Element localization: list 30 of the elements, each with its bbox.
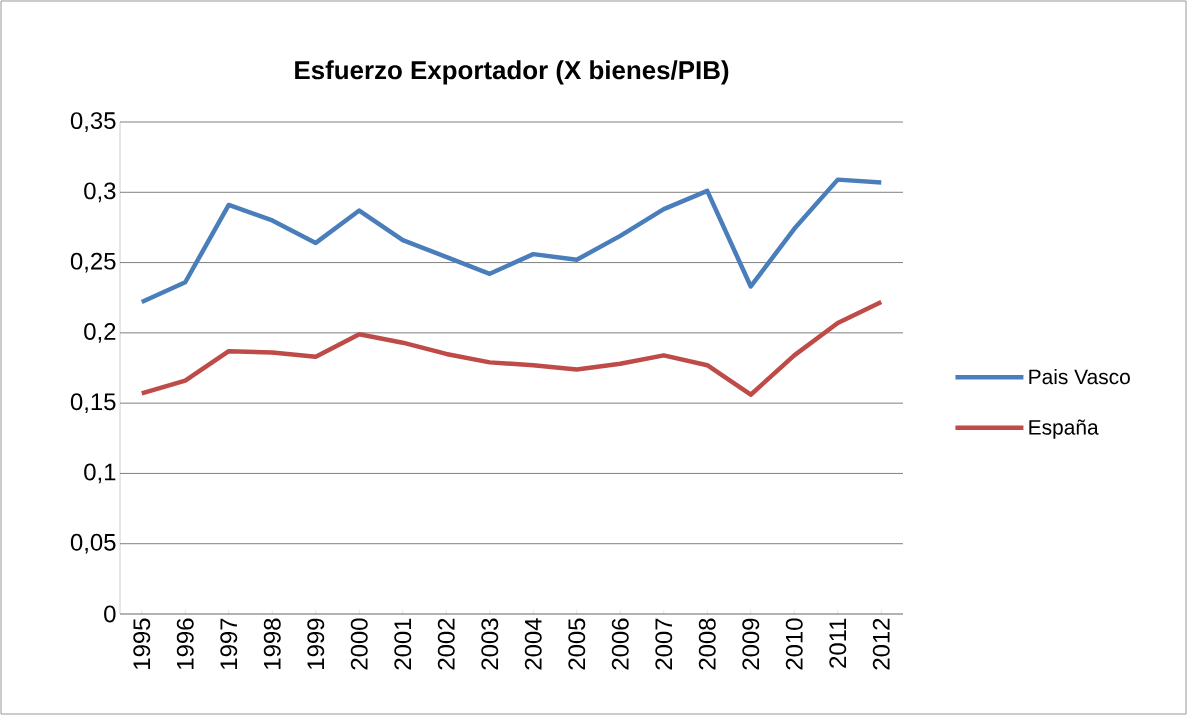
y-tick-label: 0,25: [70, 252, 116, 273]
line-series: [139, 299, 884, 397]
x-tick-label: 1995: [133, 618, 151, 669]
y-tick-label: 0,05: [70, 533, 116, 554]
y-tick-label: 0,35: [70, 112, 116, 132]
legend-label: España: [1029, 419, 1099, 439]
x-tick-label: 1996: [176, 618, 194, 669]
y-tick-label: 0,3: [84, 182, 116, 203]
x-tick-label: 2009: [742, 618, 760, 670]
x-tick-label: 2005: [568, 618, 586, 670]
x-tick-label: 2007: [655, 618, 673, 670]
x-tick-label: 1999: [307, 618, 325, 669]
x-tick-label: 2002: [437, 618, 455, 670]
x-tick-label: 2012: [872, 618, 890, 670]
x-tick-label: 2008: [698, 618, 716, 670]
x-tick-label: 2011: [829, 618, 847, 668]
x-tick-label: 2006: [611, 618, 629, 670]
y-tick-label: 0,15: [70, 393, 116, 414]
x-tick-label: 2010: [785, 618, 803, 670]
y-tick-label: 0: [104, 605, 116, 623]
chart-title: Esfuerzo Exportador (X bienes/PIB): [295, 60, 729, 85]
x-tick-label: 2004: [524, 618, 542, 670]
x-tick-label: 2001: [394, 618, 412, 670]
y-tick-label: 0,1: [84, 463, 116, 484]
x-tick-label: 2003: [481, 618, 499, 670]
x-tick-label: 2000: [350, 618, 368, 670]
legend-label: Pais Vasco: [1029, 368, 1130, 385]
x-tick-label: 1997: [220, 618, 238, 669]
y-tick-label: 0,2: [84, 322, 116, 343]
x-tick-label: 1998: [263, 618, 281, 669]
